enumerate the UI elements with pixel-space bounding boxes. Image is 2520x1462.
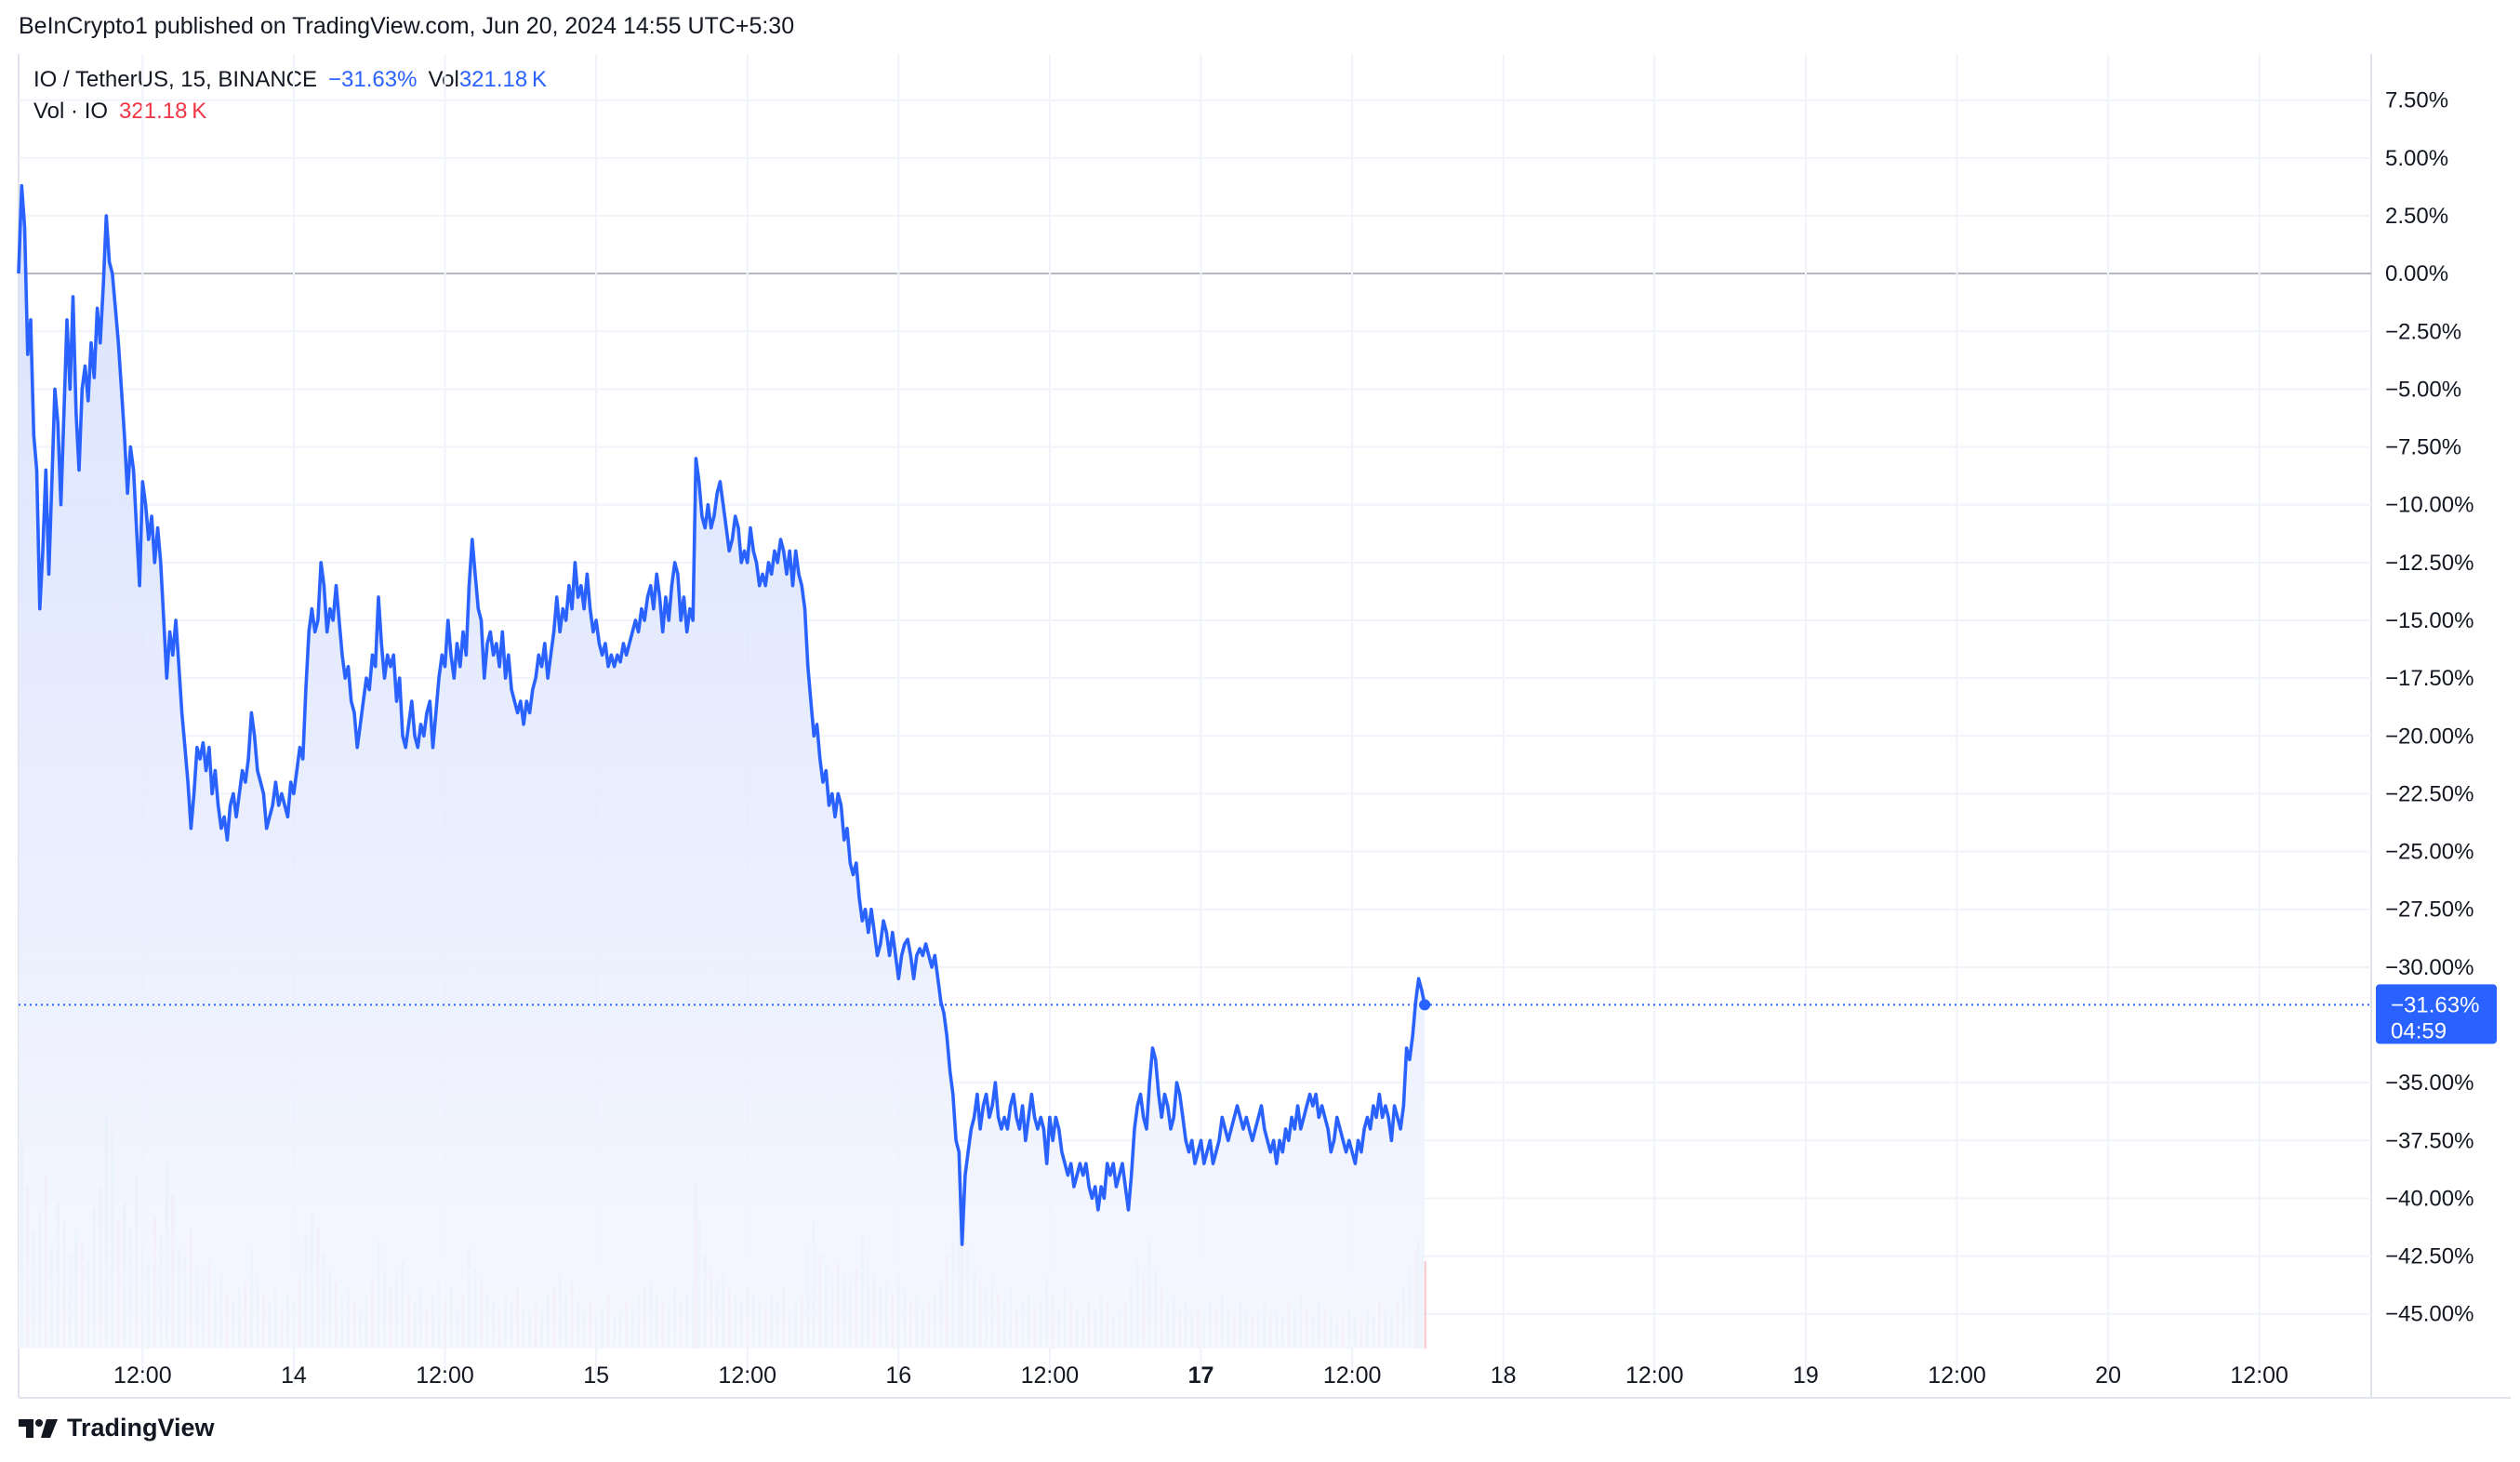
- y-tick-label: 5.00%: [2385, 146, 2448, 171]
- y-tick-label: 2.50%: [2385, 204, 2448, 229]
- x-tick-label: 16: [885, 1362, 911, 1389]
- symbol-label: IO / TetherUS, 15, BINANCE: [33, 67, 318, 92]
- x-tick-label: 19: [1793, 1362, 1819, 1389]
- y-tick-label: −25.00%: [2385, 840, 2474, 865]
- y-tick-label: −22.50%: [2385, 781, 2474, 806]
- countdown-label: 04:59: [2391, 1018, 2447, 1043]
- volume-legend-value: 321.18 K: [119, 99, 207, 124]
- y-tick-label: −17.50%: [2385, 666, 2474, 691]
- y-tick-label: −30.00%: [2385, 955, 2474, 980]
- price-line: [17, 183, 1426, 1246]
- volume-legend-label: Vol · IO: [33, 99, 109, 124]
- x-tick-label: 12:00: [718, 1362, 776, 1389]
- x-tick-label: 18: [1491, 1362, 1517, 1389]
- y-tick-label: −7.50%: [2385, 435, 2461, 460]
- y-tick-label: −27.50%: [2385, 897, 2474, 923]
- x-tick-label: 12:00: [1323, 1362, 1382, 1389]
- y-tick-label: −12.50%: [2385, 551, 2474, 576]
- volume-legend: Vol · IO 321.18 K: [33, 99, 206, 125]
- tradingview-logo-icon: [19, 1418, 58, 1438]
- y-tick-label: 0.00%: [2385, 261, 2448, 286]
- y-tick-label: −2.50%: [2385, 319, 2461, 344]
- y-tick-label: −20.00%: [2385, 724, 2474, 749]
- x-tick-label: 20: [2095, 1362, 2121, 1389]
- volume-bar: [1423, 1261, 1426, 1349]
- x-tick-label: 14: [281, 1362, 307, 1389]
- x-tick-label: 12:00: [416, 1362, 474, 1389]
- x-tick-label: 12:00: [1021, 1362, 1080, 1389]
- x-tick-label: 12:00: [2230, 1362, 2288, 1389]
- last-price-label: −31.63%: [2391, 992, 2479, 1017]
- symbol-legend: IO / TetherUS, 15, BINANCE −31.63% Vol321.…: [33, 67, 547, 93]
- vol-label: Vol: [428, 67, 459, 92]
- x-tick-label: 12:00: [113, 1362, 172, 1389]
- x-tick-label: 12:00: [1928, 1362, 1986, 1389]
- last-price-badge: [2376, 984, 2497, 1044]
- y-tick-label: −45.00%: [2385, 1302, 2474, 1327]
- y-tick-label: −40.00%: [2385, 1186, 2474, 1211]
- x-tick-label: 12:00: [1625, 1362, 1684, 1389]
- x-tick-label: 17: [1188, 1362, 1214, 1389]
- vol-value: 321.18 K: [458, 67, 548, 92]
- y-tick-label: −10.00%: [2385, 493, 2474, 518]
- y-tick-label: −35.00%: [2385, 1070, 2474, 1096]
- tradingview-logo-text: TradingView: [67, 1414, 215, 1442]
- y-tick-label: −15.00%: [2385, 608, 2474, 633]
- x-tick-label: 15: [583, 1362, 609, 1389]
- y-tick-label: 7.50%: [2385, 88, 2448, 113]
- y-tick-label: −42.50%: [2385, 1244, 2474, 1269]
- y-tick-label: −5.00%: [2385, 377, 2461, 402]
- last-price-marker: [1419, 999, 1431, 1011]
- price-area-fill: [19, 185, 1426, 1349]
- change-value: −31.63%: [328, 67, 418, 92]
- tradingview-logo: TradingView: [19, 1414, 215, 1442]
- publisher-line: BeInCrypto1 published on TradingView.com…: [19, 13, 795, 39]
- y-tick-label: −37.50%: [2385, 1128, 2474, 1153]
